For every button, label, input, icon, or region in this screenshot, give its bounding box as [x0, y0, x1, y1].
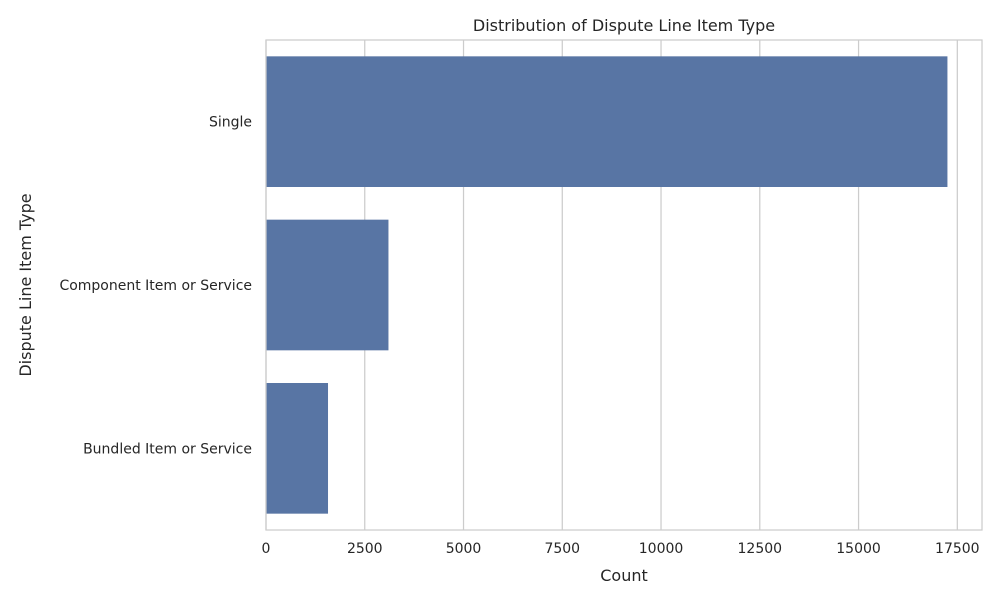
x-tick-label-4: 10000	[639, 541, 684, 557]
y-tick-labels: Single Component Item or Service Bundled I…	[59, 115, 252, 458]
x-tick-label-3: 7500	[544, 541, 580, 557]
y-tick-label-2: Bundled Item or Service	[83, 441, 252, 457]
x-tick-label-5: 12500	[738, 541, 783, 557]
plot-frame	[265, 39, 983, 531]
x-tick-label-1: 2500	[347, 541, 383, 557]
x-tick-label-7: 17500	[935, 541, 980, 557]
x-tick-label-0: 0	[262, 541, 271, 557]
chart-title: Distribution of Dispute Line Item Type	[473, 16, 775, 35]
bar-1	[266, 219, 389, 351]
bar-2	[266, 383, 329, 514]
y-axis-label: Dispute Line Item Type	[16, 193, 35, 376]
y-tick-label-0: Single	[209, 115, 252, 131]
x-tick-label-6: 15000	[836, 541, 881, 557]
x-tick-label-2: 5000	[446, 541, 482, 557]
bars	[266, 56, 948, 514]
bar-0	[266, 56, 948, 188]
x-axis-label: Count	[600, 566, 648, 585]
y-tick-label-1: Component Item or Service	[59, 278, 252, 294]
x-tick-labels: 0 2500 5000 7500 10000 12500 15000 17500	[262, 541, 980, 557]
